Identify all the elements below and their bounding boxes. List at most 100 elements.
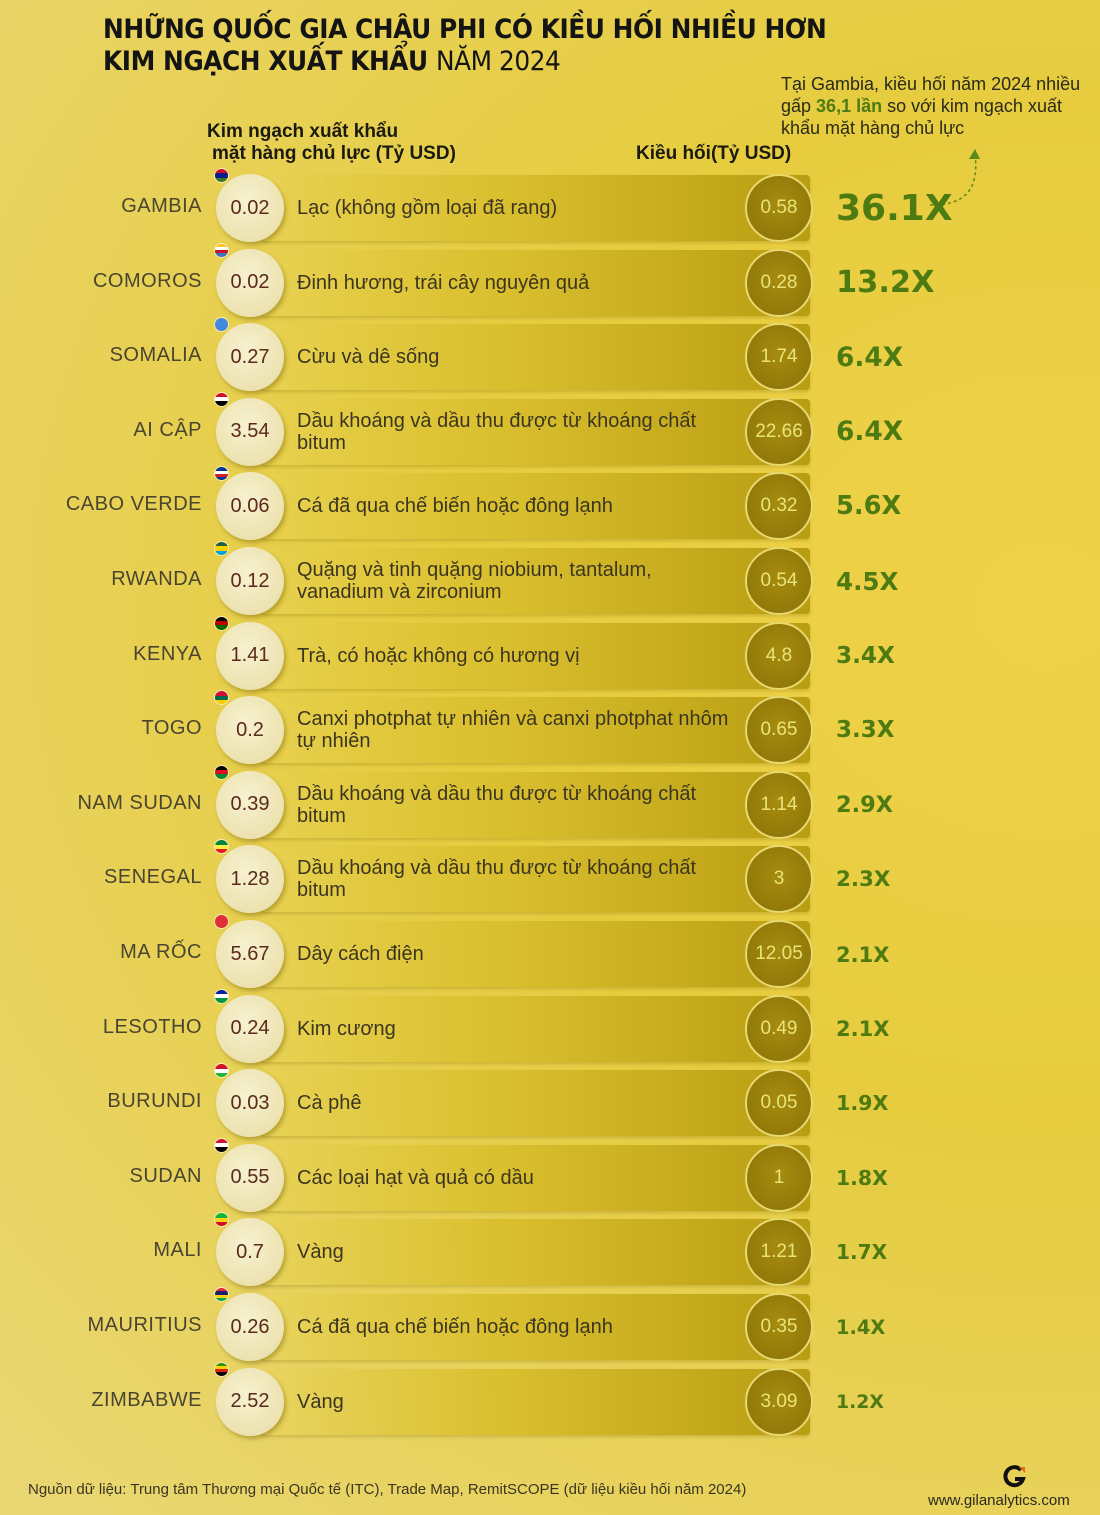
product-name: Dầu khoáng và dầu thu được từ khoáng chấ… bbox=[297, 409, 697, 454]
title-line-2: KIM NGẠCH XUẤT KHẨU NĂM 2024 bbox=[103, 46, 826, 78]
export-value: 3.54 bbox=[230, 420, 270, 443]
row-bar bbox=[262, 622, 810, 689]
country-name: KENYA bbox=[133, 642, 202, 665]
row-bar bbox=[262, 175, 810, 241]
ratio-label: 1.2X bbox=[836, 1390, 884, 1413]
flag-icon bbox=[214, 466, 229, 482]
export-value-circle: 0.02 bbox=[216, 248, 284, 317]
export-value-circle: 0.06 bbox=[216, 472, 284, 541]
country-name: MAURITIUS bbox=[87, 1314, 202, 1336]
ratio-label: 1.9X bbox=[836, 1091, 889, 1116]
product-name: Dây cách điện bbox=[297, 943, 424, 965]
country-name: SENEGAL bbox=[104, 866, 202, 889]
row-bar bbox=[262, 398, 810, 465]
flag-icon bbox=[214, 914, 229, 929]
remittance-value: 12.05 bbox=[755, 943, 803, 964]
flag-icon bbox=[214, 764, 229, 780]
export-value-circle: 1.41 bbox=[216, 621, 284, 690]
export-value: 0.02 bbox=[230, 271, 270, 294]
table-row: TOGO 0.2 Canxi photphat tự nhiên và canx… bbox=[0, 690, 1100, 765]
flag-icon bbox=[214, 690, 229, 706]
country-name: COMOROS bbox=[92, 269, 202, 292]
table-row: KENYA 1.41 Trà, có hoặc không có hương v… bbox=[0, 615, 1100, 691]
remittance-value-circle: 0.35 bbox=[745, 1293, 813, 1361]
remittance-value: 22.66 bbox=[755, 420, 803, 442]
remittance-value-circle: 1 bbox=[745, 1143, 813, 1212]
remittance-value: 3 bbox=[773, 868, 785, 890]
export-value-circle: 0.7 bbox=[216, 1218, 284, 1287]
product-name: Lạc (không gồm loại đã rang) bbox=[297, 197, 558, 219]
remittance-value: 0.32 bbox=[760, 495, 798, 517]
remittance-value-circle: 3 bbox=[745, 845, 813, 914]
ratio-label: 1.4X bbox=[836, 1315, 886, 1339]
row-bar bbox=[262, 1368, 810, 1435]
flag-icon bbox=[214, 168, 229, 183]
ratio-label: 2.1X bbox=[836, 1016, 890, 1042]
remittance-value: 0.05 bbox=[760, 1092, 798, 1114]
ratio-label: 6.4X bbox=[836, 341, 904, 373]
title-year: NĂM 2024 bbox=[435, 46, 561, 77]
product-name: Cà phê bbox=[297, 1092, 362, 1115]
ratio-label: 2.3X bbox=[836, 866, 891, 892]
export-value-circle: 0.2 bbox=[216, 696, 284, 765]
export-value: 0.12 bbox=[230, 569, 270, 592]
flag-icon bbox=[214, 988, 229, 1004]
export-header-line2: mặt hàng chủ lực (Tỷ USD) bbox=[212, 143, 456, 164]
product-name: Canxi photphat tự nhiên và canxi photpha… bbox=[297, 708, 729, 753]
title-bold: KIM NGẠCH XUẤT KHẨU bbox=[103, 46, 428, 77]
export-value-circle: 0.03 bbox=[216, 1069, 284, 1138]
country-name: SOMALIA bbox=[109, 344, 202, 367]
export-value-circle: 0.26 bbox=[216, 1293, 284, 1361]
table-row: SENEGAL 1.28 Dầu khoáng và dầu thu được … bbox=[0, 839, 1100, 914]
country-name: ZIMBABWE bbox=[91, 1388, 202, 1411]
export-value-circle: 0.12 bbox=[216, 547, 284, 615]
flag-icon bbox=[214, 1137, 229, 1153]
flag-icon bbox=[214, 615, 229, 631]
remittance-value-circle: 0.54 bbox=[745, 547, 813, 615]
product-name: Cá đã qua chế biến hoặc đông lạnh bbox=[297, 1316, 613, 1338]
source-note: Nguồn dữ liệu: Trung tâm Thương mại Quốc… bbox=[28, 1481, 747, 1498]
export-value-circle: 0.24 bbox=[216, 994, 284, 1063]
country-name: MALI bbox=[153, 1239, 202, 1262]
remittance-value-circle: 3.09 bbox=[745, 1367, 813, 1436]
flag-icon bbox=[214, 839, 229, 855]
page-title: NHỮNG QUỐC GIA CHÂU PHI CÓ KIỀU HỐI NHIỀ… bbox=[103, 14, 827, 78]
remittance-value-circle: 22.66 bbox=[745, 397, 813, 466]
remittance-value-circle: 0.32 bbox=[745, 472, 813, 541]
remittance-value-circle: 1.21 bbox=[745, 1218, 813, 1287]
remittance-value: 4.8 bbox=[765, 644, 793, 666]
export-value: 0.27 bbox=[230, 345, 270, 368]
row-bar bbox=[262, 249, 810, 316]
export-value: 0.03 bbox=[230, 1091, 270, 1114]
export-value: 2.52 bbox=[230, 1390, 270, 1413]
ratio-label: 6.4X bbox=[836, 416, 904, 448]
row-bar bbox=[262, 473, 810, 540]
export-value-circle: 0.27 bbox=[216, 323, 284, 392]
flag-icon bbox=[214, 317, 229, 333]
remittance-value-circle: 0.65 bbox=[745, 696, 813, 765]
country-name: BURUNDI bbox=[107, 1090, 202, 1113]
row-bar bbox=[262, 697, 810, 764]
flag-icon bbox=[214, 391, 229, 407]
flag-icon bbox=[214, 1361, 229, 1377]
export-value: 0.7 bbox=[236, 1240, 264, 1263]
remittance-value-circle: 12.05 bbox=[745, 920, 813, 988]
website-link[interactable]: www.gilanalytics.com bbox=[928, 1492, 1070, 1509]
table-row: ZIMBABWE 2.52 Vàng 3.09 1.2X bbox=[0, 1361, 1100, 1437]
country-name: GAMBIA bbox=[121, 195, 202, 217]
row-bar bbox=[262, 1070, 810, 1137]
export-value-circle: 1.28 bbox=[216, 845, 284, 914]
remittance-value-circle: 0.28 bbox=[745, 248, 813, 317]
country-name: TOGO bbox=[141, 717, 202, 740]
ratio-label: 3.4X bbox=[836, 642, 895, 670]
remittance-value-circle: 0.58 bbox=[745, 174, 813, 242]
table-row: MA RỐC 5.67 Dây cách điện 12.05 2.1X bbox=[0, 914, 1100, 989]
export-value: 0.55 bbox=[230, 1166, 270, 1189]
country-name: NAM SUDAN bbox=[77, 791, 202, 814]
table-row: MALI 0.7 Vàng 1.21 1.7X bbox=[0, 1212, 1100, 1287]
export-value-circle: 0.39 bbox=[216, 770, 284, 839]
country-name: MA RỐC bbox=[120, 941, 202, 963]
row-bar bbox=[262, 995, 810, 1062]
remittance-value: 0.54 bbox=[760, 570, 798, 591]
